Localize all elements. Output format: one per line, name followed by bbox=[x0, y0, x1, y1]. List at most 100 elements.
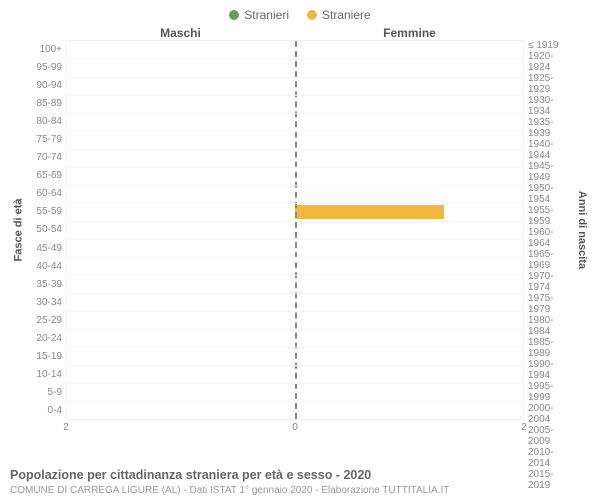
y-tick-right: 1995-1999 bbox=[524, 381, 574, 403]
bar-slot-male bbox=[66, 347, 295, 365]
y-tick-left: 75-79 bbox=[26, 130, 66, 148]
bar-slot-male bbox=[66, 311, 295, 329]
y-tick-right: 1945-1949 bbox=[524, 161, 574, 183]
y-tick-left: 15-19 bbox=[26, 348, 66, 366]
gridline-horizontal bbox=[66, 149, 524, 150]
y-tick-left: 25-29 bbox=[26, 311, 66, 329]
bar-slot-male bbox=[66, 59, 295, 77]
bar-slot-male bbox=[66, 365, 295, 383]
bar-slot-male bbox=[66, 257, 295, 275]
gridline-horizontal bbox=[66, 311, 524, 312]
bar-slot-male bbox=[66, 131, 295, 149]
y-tick-right: 1935-1939 bbox=[524, 117, 574, 139]
y-tick-left: 90-94 bbox=[26, 76, 66, 94]
y-tick-left: 45-49 bbox=[26, 239, 66, 257]
bar-slot-male bbox=[66, 329, 295, 347]
bar-slot-female bbox=[295, 257, 524, 275]
y-tick-left: 55-59 bbox=[26, 203, 66, 221]
bar-slot-female bbox=[295, 293, 524, 311]
bar-slot-male bbox=[66, 293, 295, 311]
gridline-horizontal bbox=[66, 113, 524, 114]
gridline-horizontal bbox=[66, 239, 524, 240]
y-axis-left-title: Fasce di età bbox=[12, 199, 24, 262]
y-tick-right: 1930-1934 bbox=[524, 95, 574, 117]
bar-slot-male bbox=[66, 221, 295, 239]
bar-slot-female bbox=[295, 329, 524, 347]
bar-slot-female bbox=[295, 149, 524, 167]
y-tick-right: 1920-1924 bbox=[524, 51, 574, 73]
gridline-horizontal bbox=[66, 329, 524, 330]
y-tick-right: 1965-1969 bbox=[524, 249, 574, 271]
y-tick-left: 0-4 bbox=[26, 402, 66, 420]
y-axis-right-title: Anni di nascita bbox=[576, 191, 588, 269]
legend-item-female: Straniere bbox=[307, 8, 371, 22]
y-tick-right: 2010-2014 bbox=[524, 447, 574, 469]
gridline-horizontal bbox=[66, 293, 524, 294]
bar-slot-male bbox=[66, 95, 295, 113]
y-ticks-right: ≤ 19191920-19241925-19291930-19341935-19… bbox=[524, 40, 574, 420]
gridline-horizontal bbox=[66, 95, 524, 96]
y-tick-left: 35-39 bbox=[26, 275, 66, 293]
y-tick-left: 85-89 bbox=[26, 94, 66, 112]
bar-slot-female bbox=[295, 59, 524, 77]
gridline-horizontal bbox=[66, 131, 524, 132]
y-tick-right: 1980-1984 bbox=[524, 315, 574, 337]
bars-male bbox=[66, 41, 295, 419]
bar-slot-female bbox=[295, 383, 524, 401]
panel-titles: Maschi Femmine bbox=[10, 26, 590, 40]
panel-title-left: Maschi bbox=[66, 26, 295, 40]
bar-slot-female bbox=[295, 221, 524, 239]
y-tick-right: 1950-1954 bbox=[524, 183, 574, 205]
gridline-horizontal bbox=[66, 167, 524, 168]
gridline-horizontal bbox=[66, 221, 524, 222]
y-tick-left: 5-9 bbox=[26, 384, 66, 402]
x-tick: 2 bbox=[63, 422, 69, 433]
y-axis-left-title-wrap: Fasce di età bbox=[10, 40, 26, 420]
gridline-horizontal bbox=[66, 347, 524, 348]
bar-slot-male bbox=[66, 41, 295, 59]
x-axis-ticks: 202 bbox=[66, 422, 524, 436]
y-tick-left: 10-14 bbox=[26, 366, 66, 384]
gridline-horizontal bbox=[66, 383, 524, 384]
y-tick-left: 50-54 bbox=[26, 221, 66, 239]
y-tick-right: 1925-1929 bbox=[524, 73, 574, 95]
gridline-horizontal bbox=[66, 77, 524, 78]
x-axis: 202 bbox=[10, 422, 590, 436]
bar-female bbox=[295, 205, 444, 219]
gridline-horizontal bbox=[66, 365, 524, 366]
bar-slot-female bbox=[295, 95, 524, 113]
y-tick-left: 100+ bbox=[26, 40, 66, 58]
chart-title: Popolazione per cittadinanza straniera p… bbox=[10, 468, 371, 482]
chart-container: Stranieri Straniere Maschi Femmine Fasce… bbox=[0, 0, 600, 500]
y-tick-right: 1985-1989 bbox=[524, 337, 574, 359]
bar-slot-male bbox=[66, 239, 295, 257]
y-tick-left: 95-99 bbox=[26, 58, 66, 76]
chart-subtitle: COMUNE DI CARREGA LIGURE (AL) - Dati IST… bbox=[10, 485, 449, 496]
bar-slot-female bbox=[295, 131, 524, 149]
legend-label-male: Stranieri bbox=[244, 8, 289, 22]
gridline-horizontal bbox=[66, 59, 524, 60]
bar-slot-female bbox=[295, 113, 524, 131]
bar-slot-male bbox=[66, 113, 295, 131]
bar-slot-female bbox=[295, 239, 524, 257]
bar-slot-male bbox=[66, 77, 295, 95]
bar-slot-female bbox=[295, 203, 524, 221]
gridline-vertical bbox=[523, 41, 524, 419]
bar-slot-female bbox=[295, 77, 524, 95]
y-tick-left: 70-74 bbox=[26, 149, 66, 167]
legend-dot-male bbox=[229, 10, 239, 20]
y-tick-left: 60-64 bbox=[26, 185, 66, 203]
y-tick-right: 2015-2019 bbox=[524, 469, 574, 491]
panel-title-right: Femmine bbox=[295, 26, 524, 40]
bar-slot-female bbox=[295, 347, 524, 365]
bar-slot-male bbox=[66, 203, 295, 221]
y-tick-right: 1940-1944 bbox=[524, 139, 574, 161]
bar-slot-female bbox=[295, 275, 524, 293]
y-tick-left: 30-34 bbox=[26, 293, 66, 311]
x-tick: 2 bbox=[521, 422, 527, 433]
bar-slot-female bbox=[295, 311, 524, 329]
y-tick-right: 1990-1994 bbox=[524, 359, 574, 381]
plot-row: Fasce di età 100+95-9990-9485-8980-8475-… bbox=[10, 40, 590, 420]
y-tick-right: ≤ 1919 bbox=[524, 40, 574, 51]
y-tick-right: 1975-1979 bbox=[524, 293, 574, 315]
